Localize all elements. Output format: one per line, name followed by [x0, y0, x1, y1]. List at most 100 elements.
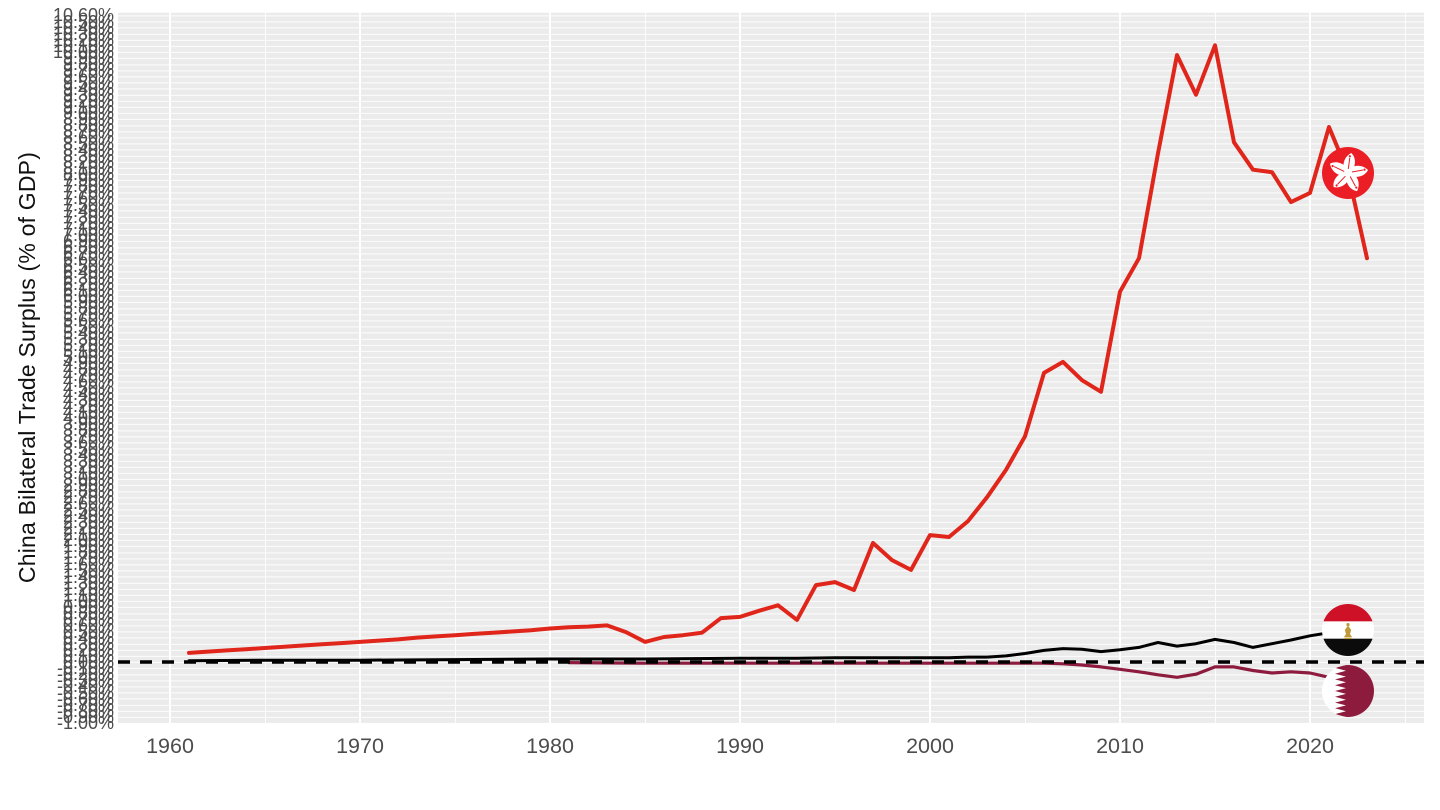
y-tick-label: 5.70% [62, 304, 114, 325]
y-tick-label: 9.30% [62, 84, 114, 105]
y-tick-label: 6.00% [62, 286, 114, 306]
y-tick-label: -0.70% [56, 694, 114, 715]
y-tick-label: 8.00% [62, 164, 114, 184]
y-tick-label: 6.40% [62, 261, 114, 282]
y-tick-label: 9.00% [62, 103, 114, 123]
hong kong-line [187, 43, 1369, 655]
y-tick-label: 7.80% [62, 176, 114, 197]
y-tick-label: 5.30% [62, 328, 114, 349]
y-tick-label: 0.50% [62, 621, 114, 642]
y-tick-label: 1.70% [62, 548, 114, 569]
y-tick-label: -0.80% [56, 700, 114, 721]
eagle-of-saladin-emblem [1344, 623, 1352, 640]
y-tick-label: 7.20% [62, 212, 114, 233]
y-tick-label: 6.20% [62, 273, 114, 294]
gridline-major [739, 12, 741, 723]
y-tick-label: 8.70% [62, 121, 114, 142]
y-tick-label: 0.70% [62, 609, 114, 630]
y-tick-label: 3.50% [62, 438, 114, 459]
y-tick-label: 3.10% [62, 462, 114, 483]
y-tick-label: 9.40% [62, 78, 114, 99]
y-tick-label: 0.00% [62, 652, 114, 672]
y-tick-label: 4.20% [62, 395, 114, 416]
y-axis-title: China Bilateral Trade Surplus (% of GDP) [14, 151, 41, 584]
y-tick-label: 3.00% [62, 469, 114, 489]
y-tick-label: 0.10% [62, 645, 114, 666]
gridline-minor [1404, 12, 1406, 723]
hong-kong-flag-icon [1322, 146, 1374, 199]
y-tick-label: 7.70% [62, 182, 114, 203]
y-tick-label: 4.00% [62, 408, 114, 428]
y-tick-label: 7.30% [62, 206, 114, 227]
y-tick-label: 7.40% [62, 200, 114, 221]
y-tick-label: 3.40% [62, 444, 114, 465]
line-chart [118, 43, 1424, 693]
y-tick-label: 10.40% [52, 17, 114, 38]
y-tick-label: 4.90% [62, 353, 114, 374]
y-tick-label: 0.80% [62, 603, 114, 624]
y-tick-label: 1.10% [62, 584, 114, 605]
y-tick-label: 1.90% [62, 536, 114, 557]
y-tick-label: 5.40% [62, 322, 114, 343]
y-tick-label: 4.40% [62, 383, 114, 404]
y-tick-label: 4.50% [62, 377, 114, 398]
y-tick-label: 5.10% [62, 340, 114, 361]
y-tick-label: 6.80% [62, 237, 114, 258]
y-tick-label: 10.30% [52, 23, 114, 44]
y-tick-label: -0.10% [56, 658, 114, 679]
y-tick-label: 8.50% [62, 133, 114, 154]
qatar-flag-icon [1322, 665, 1374, 718]
gridline-major [929, 12, 931, 723]
gridline-minor [1024, 12, 1026, 723]
x-tick-label: 1980 [526, 734, 574, 758]
y-tick-label: 5.60% [62, 310, 114, 331]
y-tick-label: 8.30% [62, 145, 114, 166]
y-tick-label: 7.00% [62, 225, 114, 245]
y-tick-label: 8.90% [62, 109, 114, 130]
y-tick-label: 6.10% [62, 279, 114, 300]
y-tick-label: 4.60% [62, 371, 114, 392]
y-tick-label: -0.90% [56, 706, 114, 727]
y-tick-label: 6.70% [62, 243, 114, 264]
y-tick-label: 0.20% [62, 639, 114, 660]
gridline-minor [1214, 12, 1216, 723]
y-tick-label: 3.60% [62, 432, 114, 453]
gridline-major [169, 12, 171, 723]
y-tick-label: -0.60% [56, 688, 114, 709]
plot-panel [118, 12, 1424, 723]
egypt-flag-icon [1322, 604, 1374, 657]
y-tick-label: 8.10% [62, 157, 114, 178]
y-tick-label: 2.10% [62, 523, 114, 544]
y-tick-label: 9.10% [62, 96, 114, 117]
y-tick-label: 7.90% [62, 170, 114, 191]
x-tick-label: 1960 [146, 734, 194, 758]
y-tick-label: 2.40% [62, 505, 114, 526]
gridline-major [1309, 12, 1311, 723]
y-tick-label: 5.80% [62, 298, 114, 319]
y-tick-label: 9.80% [62, 54, 114, 75]
y-tick-label: 1.30% [62, 572, 114, 593]
y-tick-label: 6.50% [62, 255, 114, 276]
y-tick-label: 2.00% [62, 530, 114, 550]
x-axis-tick-labels: 1960 1970 1980 1990 2000 2010 2020 [0, 733, 1440, 763]
y-tick-label: 10.60% [52, 5, 114, 26]
y-tick-label: 3.80% [62, 420, 114, 441]
y-tick-label: 6.60% [62, 249, 114, 270]
gridline-minor [264, 12, 266, 723]
y-tick-label: 1.00% [62, 591, 114, 611]
y-tick-label: 2.80% [62, 481, 114, 502]
y-tick-label: 2.50% [62, 499, 114, 520]
y-tick-label: 5.00% [62, 347, 114, 367]
y-tick-label: 8.60% [62, 127, 114, 148]
gridline-major [549, 12, 551, 723]
y-tick-label: 5.20% [62, 334, 114, 355]
y-tick-label: 10.00% [52, 42, 114, 62]
y-tick-label: 1.20% [62, 578, 114, 599]
y-tick-label: 6.30% [62, 267, 114, 288]
y-tick-label: 0.40% [62, 627, 114, 648]
y-tick-label: 3.30% [62, 450, 114, 471]
x-tick-label: 2000 [906, 734, 954, 758]
x-tick-label: 2010 [1096, 734, 1144, 758]
y-tick-label: 10.10% [52, 35, 114, 56]
